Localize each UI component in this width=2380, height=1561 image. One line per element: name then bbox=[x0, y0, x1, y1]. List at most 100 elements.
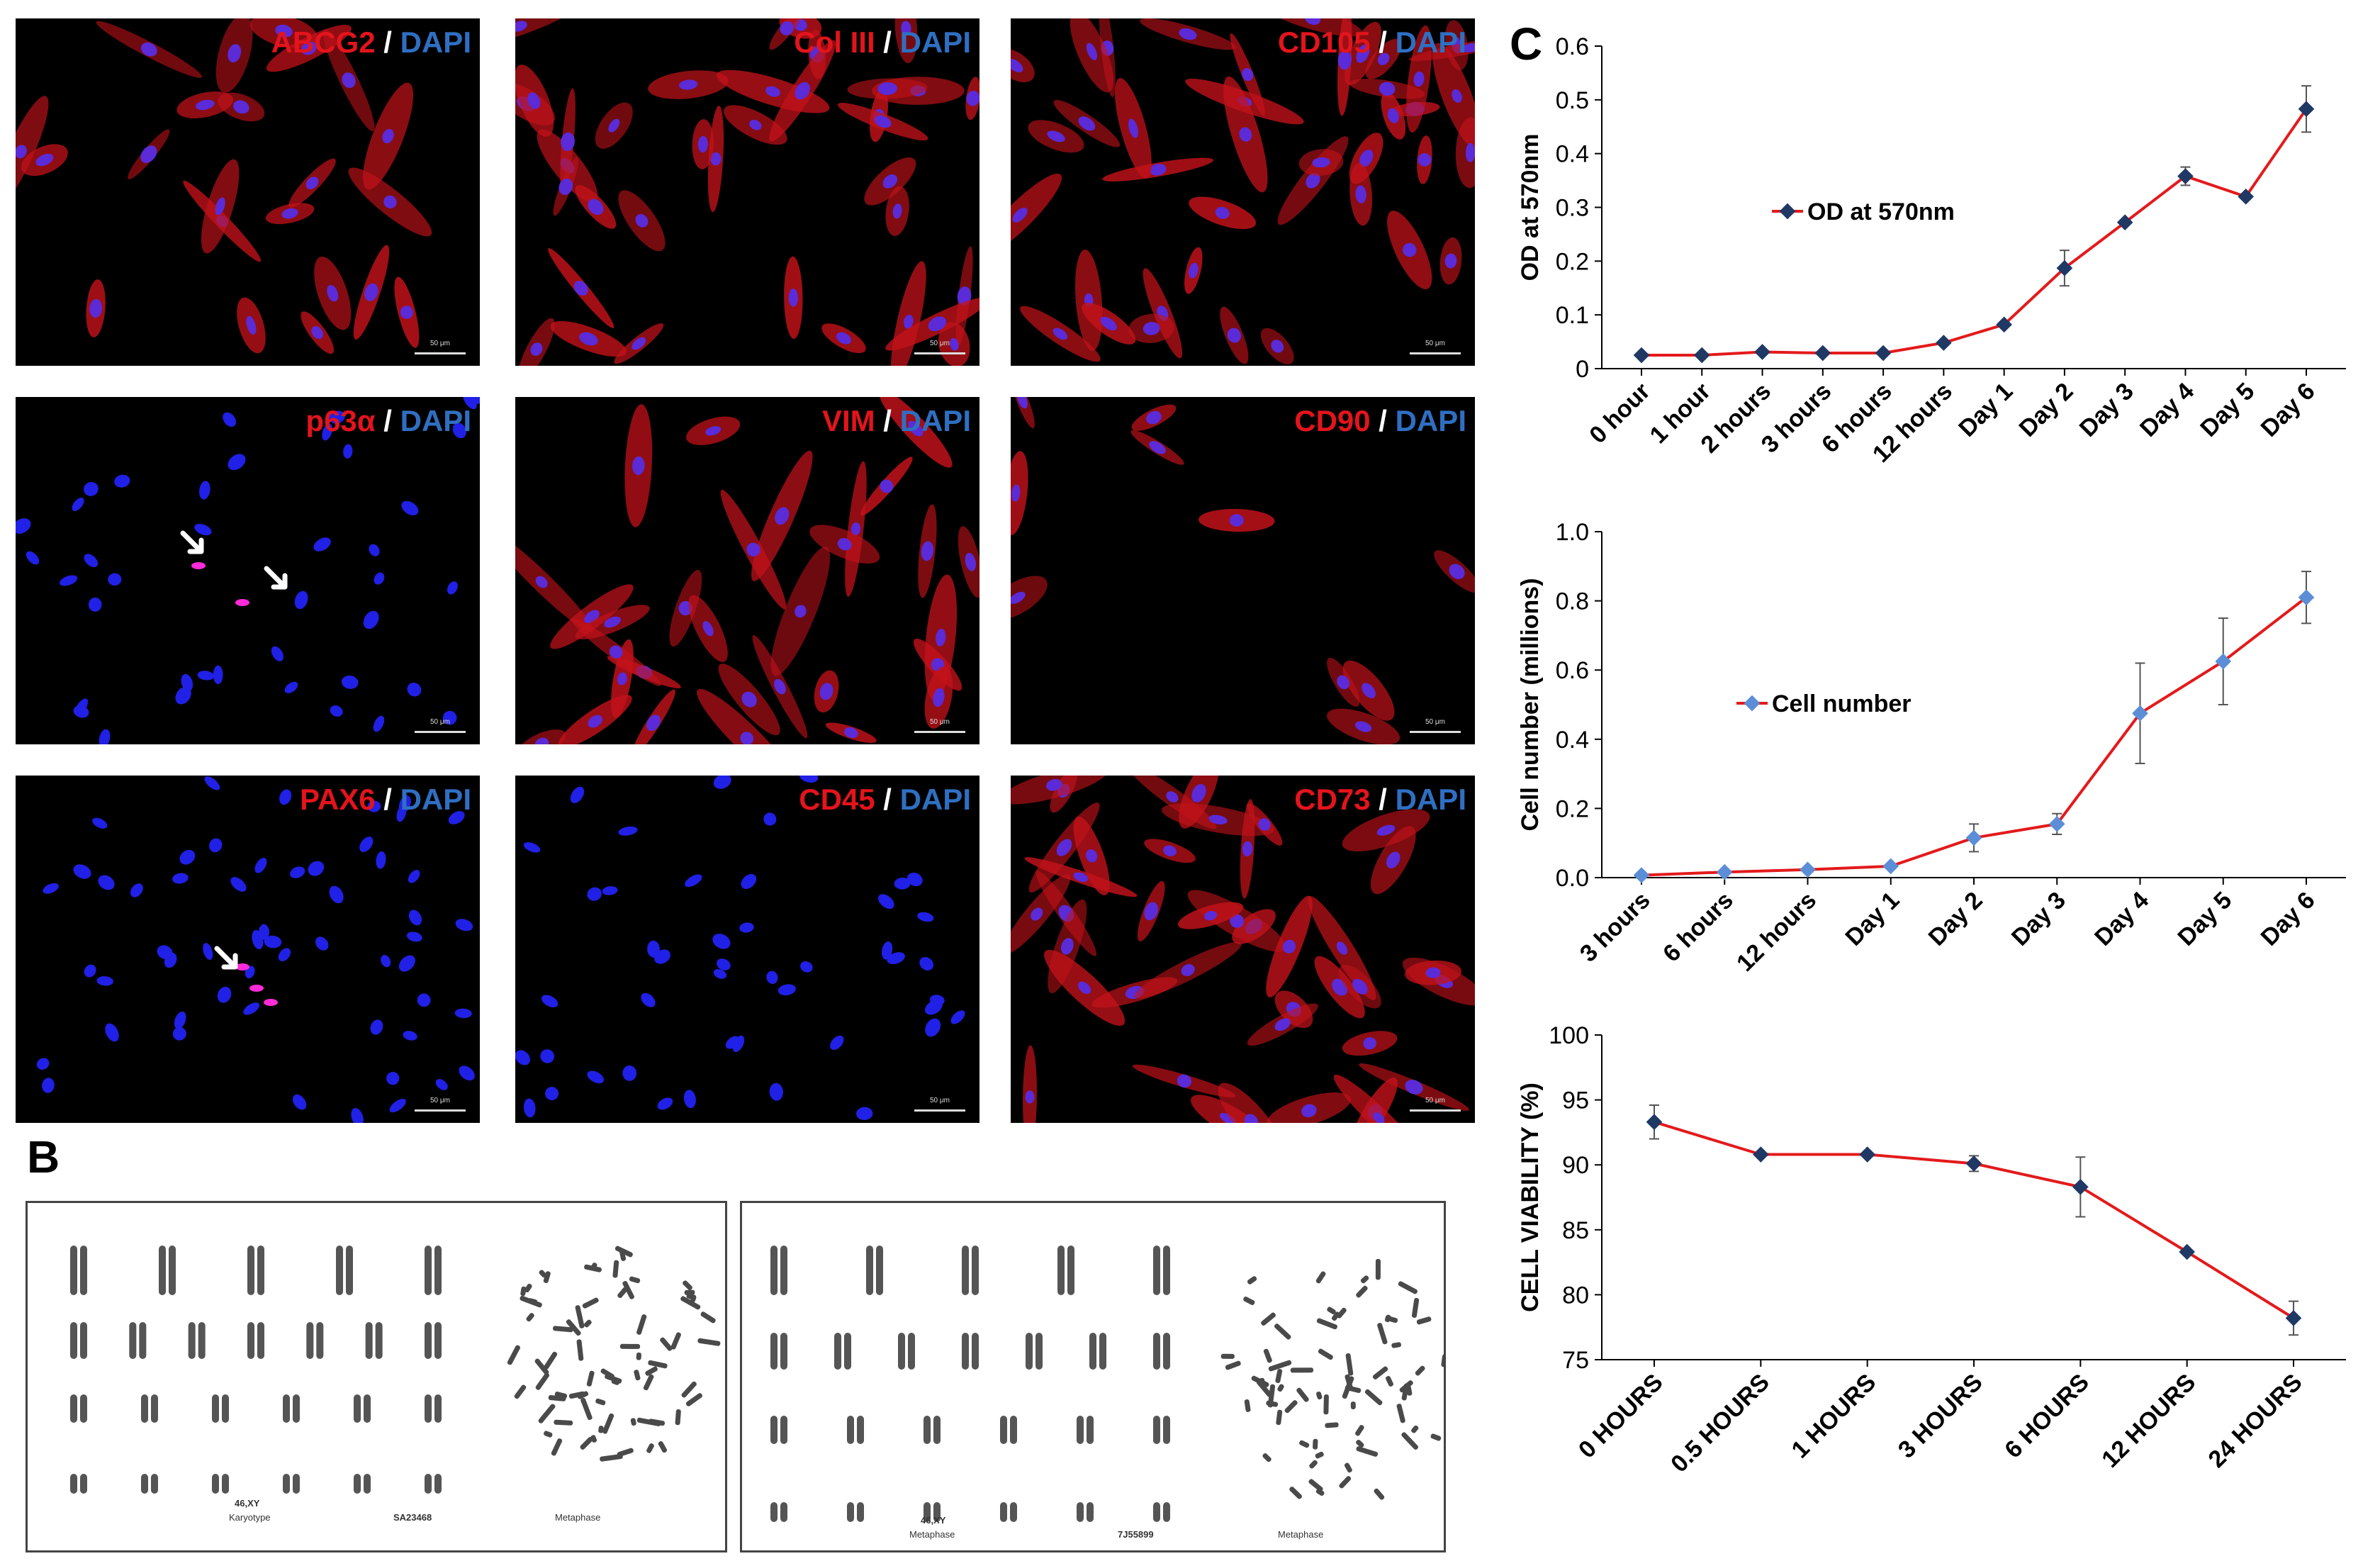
chromosome bbox=[425, 1394, 432, 1423]
chromosome bbox=[962, 1333, 969, 1370]
scale-bar-label: 50 μm bbox=[1425, 340, 1445, 347]
chromosome bbox=[770, 1333, 778, 1370]
chromosome bbox=[1067, 1246, 1074, 1295]
y-tick-label: 95 bbox=[1562, 1087, 1589, 1114]
scale-bar-label: 50 μm bbox=[430, 1097, 450, 1104]
metaphase-chromosome bbox=[566, 1319, 581, 1336]
chromosome bbox=[780, 1333, 787, 1370]
chromosome bbox=[375, 1322, 383, 1359]
legend-marker bbox=[1744, 695, 1761, 712]
tile-stain-label: CD105 / DAPI bbox=[1278, 26, 1466, 60]
metaphase-caption-2: Metaphase bbox=[1278, 1529, 1324, 1540]
chromosome bbox=[857, 1502, 864, 1522]
data-point bbox=[1859, 1146, 1875, 1163]
metaphase-chromosome bbox=[645, 1366, 658, 1376]
metaphase-chromosome bbox=[1415, 1365, 1425, 1376]
cell-image bbox=[515, 776, 965, 1121]
chromosome bbox=[188, 1322, 196, 1359]
cell-image bbox=[1011, 397, 1475, 744]
chromosome bbox=[365, 1322, 373, 1359]
data-point bbox=[1875, 345, 1892, 362]
if-tile-pax6: PAX6 / DAPI 50 μm bbox=[16, 776, 480, 1123]
scale-bar-label: 50 μm bbox=[930, 718, 950, 726]
metaphase-chromosome bbox=[611, 1379, 619, 1385]
if-tile-coliii: Col III / DAPI 50 μm bbox=[515, 18, 979, 366]
data-point bbox=[1996, 316, 2012, 333]
metaphase-chromosome bbox=[680, 1296, 701, 1310]
y-tick-label: 0.2 bbox=[1556, 795, 1589, 822]
x-tick-label: Day 1 bbox=[1953, 378, 2018, 442]
metaphase-chromosome bbox=[658, 1441, 668, 1453]
chromosome bbox=[876, 1246, 883, 1295]
metaphase-chromosome bbox=[539, 1270, 547, 1278]
x-tick-label: 6 HOURS bbox=[1999, 1369, 2094, 1464]
metaphase-chromosome bbox=[1372, 1366, 1388, 1380]
chromosome bbox=[425, 1246, 432, 1295]
chromosome bbox=[1163, 1246, 1170, 1295]
chromosome bbox=[847, 1502, 854, 1522]
data-point bbox=[2298, 589, 2315, 606]
metaphase-chromosome bbox=[646, 1443, 654, 1453]
metaphase-chromosome bbox=[1345, 1374, 1353, 1390]
chromosome bbox=[80, 1474, 87, 1494]
metaphase-chromosome bbox=[619, 1343, 641, 1349]
chromosome bbox=[1089, 1333, 1096, 1370]
metaphase-chromosome bbox=[1375, 1258, 1381, 1280]
metaphase-chromosome bbox=[660, 1337, 673, 1351]
chromosome bbox=[169, 1246, 176, 1295]
metaphase-chromosome bbox=[1299, 1440, 1310, 1448]
karyotype-id-2: 7J55899 bbox=[1118, 1529, 1154, 1540]
y-axis-label: Cell number (millions) bbox=[1517, 578, 1544, 831]
metaphase-chromosome bbox=[1416, 1316, 1432, 1325]
metaphase-chromosome bbox=[1244, 1399, 1251, 1412]
metaphase-chromosome bbox=[636, 1314, 647, 1335]
x-tick-label: 24 HOURS bbox=[2204, 1369, 2308, 1473]
y-tick-label: 0 bbox=[1576, 356, 1589, 383]
chart-legend: Cell number bbox=[1736, 690, 1911, 717]
metaphase-chromosome bbox=[595, 1398, 606, 1406]
metaphase-chromosome bbox=[684, 1289, 695, 1295]
karyotype-caption-1: Karyotype bbox=[229, 1512, 271, 1523]
metaphase-chromosome bbox=[524, 1283, 532, 1293]
chromosome bbox=[770, 1416, 778, 1444]
data-point bbox=[2048, 816, 2065, 832]
chromosome bbox=[247, 1246, 254, 1295]
chromosome bbox=[1087, 1502, 1094, 1522]
metaphase-chromosome bbox=[1274, 1324, 1291, 1340]
data-point bbox=[2072, 1179, 2089, 1195]
metaphase-chromosome bbox=[636, 1352, 641, 1360]
scale-bar: 50 μm bbox=[914, 718, 965, 733]
metaphase-chromosome bbox=[1308, 1479, 1323, 1492]
chromosome bbox=[141, 1394, 148, 1423]
y-tick-label: 0.3 bbox=[1556, 195, 1589, 222]
marker-name: VIM bbox=[821, 404, 875, 437]
chromosome bbox=[151, 1474, 158, 1494]
metaphase-chromosome bbox=[1315, 1489, 1325, 1496]
x-tick-label: 12 hours bbox=[1731, 887, 1822, 977]
chromosome bbox=[1035, 1333, 1043, 1370]
chromosome bbox=[1057, 1246, 1065, 1295]
y-axis-label: CELL VIABILITY (%) bbox=[1517, 1082, 1544, 1312]
y-tick-label: 0.0 bbox=[1556, 865, 1589, 892]
if-tile-cd105: CD105 / DAPI 50 μm bbox=[1011, 18, 1475, 366]
metaphase-chromosome bbox=[700, 1311, 716, 1324]
scale-bar: 50 μm bbox=[415, 340, 466, 354]
marker-name: Col III bbox=[794, 26, 875, 59]
chromosome bbox=[972, 1333, 979, 1370]
chromosome bbox=[1077, 1416, 1084, 1444]
marker-name: p63α bbox=[305, 404, 376, 437]
marker-name: CD45 bbox=[799, 783, 875, 816]
if-tile-cd45: CD45 / DAPI 50 μm bbox=[515, 776, 979, 1123]
scale-bar-label: 50 μm bbox=[930, 1097, 950, 1104]
data-point bbox=[1814, 345, 1831, 362]
x-tick-label: 3 hours bbox=[1575, 887, 1656, 968]
tile-stain-label: CD90 / DAPI bbox=[1294, 404, 1466, 438]
chromosome bbox=[844, 1333, 851, 1370]
x-tick-label: 0 hour bbox=[1584, 378, 1655, 449]
metaphase-chromosome bbox=[1441, 1354, 1444, 1367]
metaphase-caption-1: Metaphase bbox=[555, 1512, 601, 1523]
y-tick-label: 85 bbox=[1562, 1217, 1589, 1244]
metaphase-chromosome bbox=[1360, 1275, 1369, 1284]
y-tick-label: 0.2 bbox=[1556, 248, 1589, 275]
dapi-label: DAPI bbox=[899, 783, 971, 816]
